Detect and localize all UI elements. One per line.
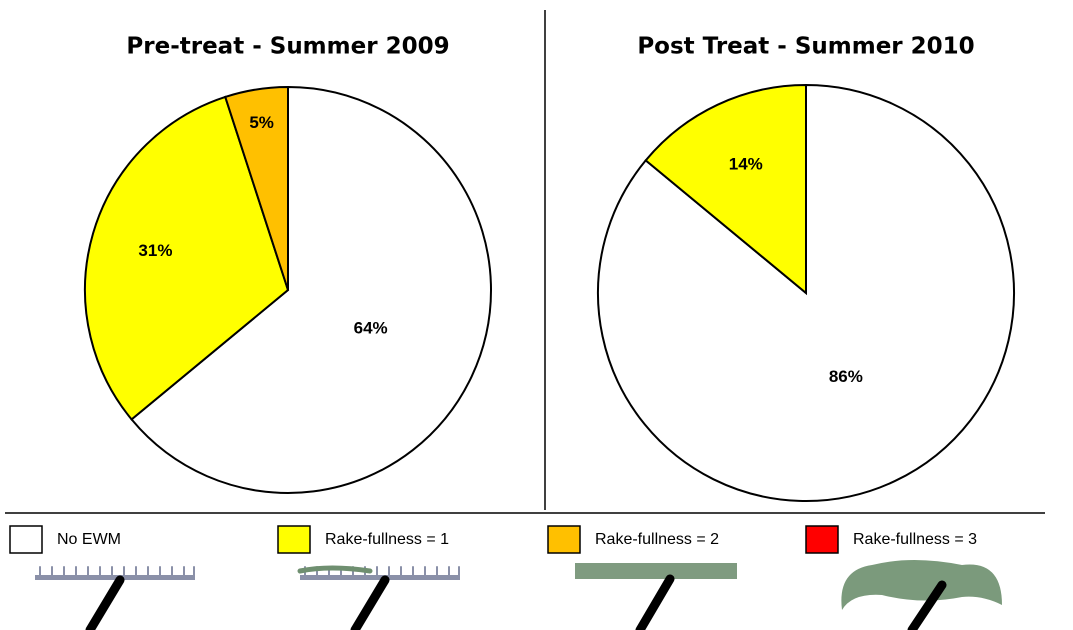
legend-label: No EWM — [57, 531, 121, 548]
data-label: 86% — [829, 367, 863, 386]
data-label: 5% — [249, 113, 274, 132]
pie-slice — [597, 83, 1015, 502]
data-label: 64% — [354, 318, 388, 337]
data-label: 31% — [138, 241, 172, 260]
pie-slice — [84, 95, 290, 421]
pie-slice — [130, 85, 492, 494]
pie-slice — [224, 85, 289, 291]
legend-swatch — [277, 525, 311, 554]
pie-slice — [644, 83, 807, 296]
legend-swatch — [9, 525, 43, 554]
chart-title: Post Treat - Summer 2010 — [637, 34, 974, 60]
legend-swatch — [805, 525, 839, 554]
legend-swatch — [547, 525, 581, 554]
legend-label: Rake-fullness = 2 — [595, 531, 719, 548]
chart-title: Pre-treat - Summer 2009 — [126, 34, 449, 60]
data-label: 14% — [729, 155, 763, 174]
legend-label: Rake-fullness = 1 — [325, 531, 449, 548]
rake-icons — [35, 560, 1002, 630]
legend-label: Rake-fullness = 3 — [853, 531, 977, 548]
